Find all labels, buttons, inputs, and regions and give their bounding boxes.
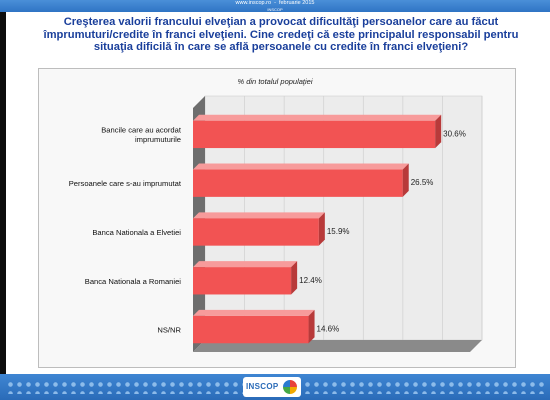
data-label: 26.5% — [411, 178, 434, 187]
bar-top — [193, 212, 325, 219]
data-label: 15.9% — [327, 227, 350, 236]
bar-top — [193, 163, 409, 170]
bar-end — [435, 114, 442, 149]
header-sub: INSCOP — [267, 7, 283, 12]
heading-line-2: împrumuturi/credite în franci elveţieni.… — [43, 28, 519, 41]
data-label: 14.6% — [317, 325, 340, 334]
category-label: Banca Nationala a Romaniei — [85, 277, 182, 286]
header-website: www.inscop.ro — [235, 0, 272, 6]
chart-subtitle: % din totalul populaţiei — [237, 77, 313, 86]
heading-line-3: situaţia dificilă în care se află persoa… — [93, 41, 469, 53]
bar — [193, 218, 319, 246]
bar-end — [308, 309, 315, 344]
category-label: NS/NR — [157, 326, 181, 335]
bar — [193, 169, 403, 197]
heading-line-1: Creşterea valorii francului elveţian a p… — [63, 16, 499, 28]
bar — [193, 267, 292, 295]
top-band: www.inscop.ro - februarie 2015 INSCOP — [0, 0, 550, 12]
bar-end — [318, 212, 325, 246]
bar-end — [291, 261, 298, 295]
category-label: Bancile care au acordat — [101, 126, 182, 135]
bar — [193, 120, 436, 149]
data-label: 30.6% — [443, 129, 466, 138]
logo-mark-icon — [283, 380, 297, 394]
bar-top — [193, 114, 442, 121]
question-heading: Creşterea valorii francului elveţian a p… — [38, 16, 524, 54]
frame-left-edge — [0, 0, 6, 400]
header-date: februarie 2015 — [278, 0, 315, 6]
logo-text: INSCOP — [246, 382, 279, 391]
category-label: Banca Nationala a Elvetiei — [92, 228, 181, 237]
bar — [193, 315, 309, 344]
bar-top — [193, 261, 298, 268]
category-label: imprumuturile — [135, 135, 181, 144]
bar-top — [193, 309, 315, 316]
bar-end — [402, 163, 409, 197]
data-label: 12.4% — [299, 276, 322, 285]
inscop-logo: INSCOP — [243, 377, 301, 397]
category-label: Persoanele care s-au imprumutat — [69, 179, 182, 188]
